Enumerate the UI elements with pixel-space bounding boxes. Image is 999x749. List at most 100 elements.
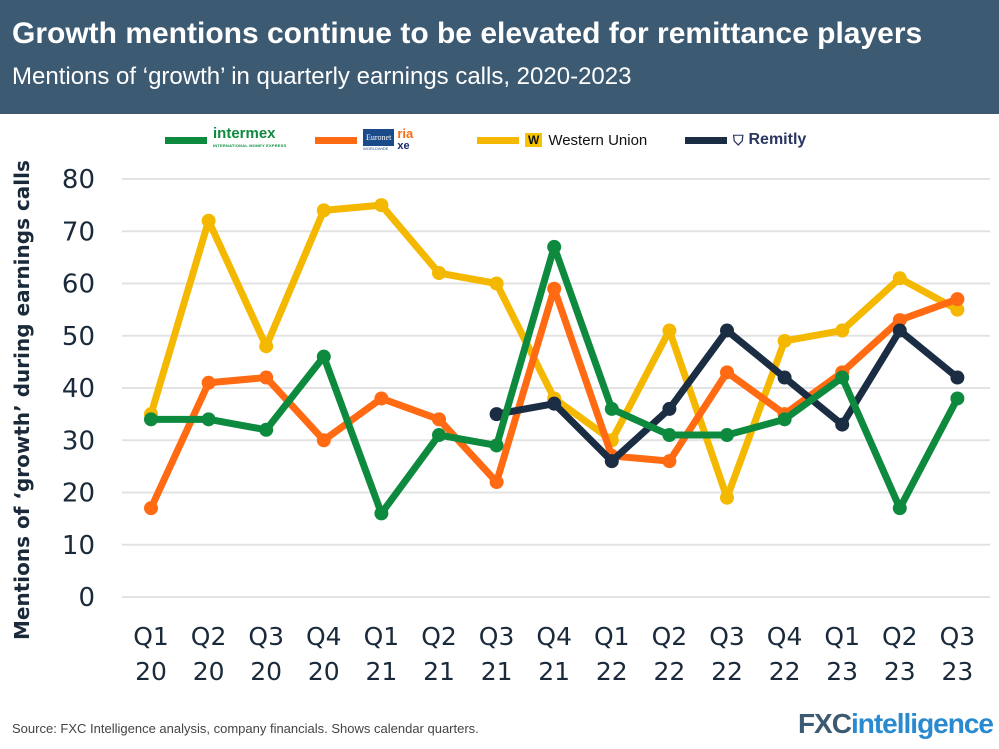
x-tick-label: 21 — [481, 657, 513, 686]
x-tick-label: 22 — [711, 657, 743, 686]
data-point — [316, 433, 331, 448]
data-point — [432, 412, 446, 427]
y-tick-label: 80 — [62, 165, 95, 195]
y-tick-label: 60 — [62, 270, 95, 300]
data-point — [201, 412, 216, 427]
y-tick-label: 0 — [78, 583, 95, 613]
x-tick-label: 23 — [884, 657, 916, 686]
data-point — [259, 370, 274, 385]
y-tick-label: 70 — [62, 217, 95, 247]
legend-item-intermex: intermex INTERNATIONAL MONEY EXPRESS — [165, 120, 286, 160]
data-point — [662, 323, 677, 338]
x-tick-label: 22 — [596, 657, 628, 686]
data-point — [950, 391, 965, 406]
x-tick-label: Q2 — [421, 622, 457, 651]
y-tick-label: 50 — [62, 322, 95, 352]
x-tick-label: 20 — [250, 657, 282, 686]
x-tick-label: Q3 — [248, 622, 284, 651]
data-point — [892, 271, 907, 286]
data-point — [432, 266, 446, 281]
data-point — [892, 323, 907, 338]
data-point — [374, 506, 389, 521]
y-tick-label: 40 — [62, 374, 95, 404]
data-point — [950, 370, 965, 385]
data-point — [662, 428, 677, 443]
data-point — [604, 454, 619, 469]
intermex-logo: intermex INTERNATIONAL MONEY EXPRESS — [213, 125, 287, 148]
data-point — [316, 203, 331, 218]
x-tick-label: 21 — [423, 657, 455, 686]
x-tick-label: Q4 — [767, 622, 803, 651]
chart-subtitle: Mentions of ‘growth’ in quarterly earnin… — [12, 63, 632, 90]
x-tick-label: 21 — [365, 657, 397, 686]
x-tick-label: Q3 — [709, 622, 745, 651]
data-point — [720, 490, 734, 505]
data-point — [604, 401, 619, 416]
x-tick-label: Q1 — [594, 622, 630, 651]
x-tick-label: Q3 — [940, 622, 976, 651]
x-tick-label: Q1 — [364, 622, 400, 651]
data-point — [547, 239, 562, 254]
data-point — [259, 339, 274, 354]
data-point — [547, 396, 562, 411]
data-point — [720, 365, 734, 380]
legend-item-euronet: Euronet WORLDWIDE ria xe — [315, 120, 413, 160]
legend-swatch — [165, 136, 207, 144]
data-point — [374, 391, 389, 406]
data-point — [547, 281, 562, 296]
x-tick-label: 21 — [538, 657, 570, 686]
data-point — [777, 333, 792, 348]
data-point — [835, 323, 850, 338]
x-tick-label: Q2 — [652, 622, 688, 651]
data-point — [892, 501, 907, 516]
data-point — [777, 412, 792, 427]
header: Growth mentions continue to be elevated … — [0, 0, 999, 114]
x-tick-label: Q1 — [824, 622, 860, 651]
x-tick-label: 23 — [941, 657, 973, 686]
data-point — [259, 422, 274, 437]
data-point — [662, 401, 677, 416]
x-tick-label: Q4 — [306, 622, 342, 651]
x-tick-label: 20 — [135, 657, 167, 686]
western-union-logo: W Western Union — [525, 132, 647, 149]
x-tick-label: Q4 — [536, 622, 572, 651]
x-tick-label: 20 — [193, 657, 225, 686]
x-tick-label: Q1 — [133, 622, 169, 651]
data-point — [892, 313, 907, 328]
legend-item-western-union: W Western Union — [477, 120, 647, 160]
legend-swatch — [685, 136, 727, 144]
x-tick-label: 22 — [653, 657, 685, 686]
data-point — [720, 428, 734, 443]
x-tick-label: 20 — [308, 657, 340, 686]
data-point — [201, 213, 216, 228]
x-tick-label: 22 — [769, 657, 801, 686]
data-point — [432, 428, 446, 443]
remitly-logo: ⛉ Remitly — [733, 131, 807, 148]
chart-title: Growth mentions continue to be elevated … — [12, 17, 923, 50]
data-point — [316, 349, 331, 364]
legend-swatch — [477, 136, 519, 144]
legend: intermex INTERNATIONAL MONEY EXPRESS Euro… — [165, 120, 865, 160]
data-point — [662, 454, 677, 469]
y-tick-label: 20 — [62, 479, 95, 509]
data-point — [720, 323, 734, 338]
data-point — [950, 292, 965, 307]
data-point — [489, 276, 504, 291]
data-point — [144, 501, 158, 516]
data-point — [144, 412, 158, 427]
data-point — [950, 302, 965, 317]
data-point — [374, 198, 389, 213]
y-tick-label: 10 — [62, 531, 95, 561]
legend-swatch — [315, 136, 357, 144]
x-tick-label: 23 — [826, 657, 858, 686]
data-point — [835, 417, 850, 432]
legend-item-remitly: ⛉ Remitly — [685, 120, 806, 160]
fxc-logo: FXCintelligence — [797, 708, 994, 739]
x-tick-label: Q3 — [479, 622, 515, 651]
x-tick-label: Q2 — [882, 622, 918, 651]
y-tick-label: 30 — [62, 426, 95, 456]
source-note: Source: FXC Intelligence analysis, compa… — [12, 721, 479, 736]
data-point — [489, 438, 504, 453]
data-point — [489, 475, 504, 490]
